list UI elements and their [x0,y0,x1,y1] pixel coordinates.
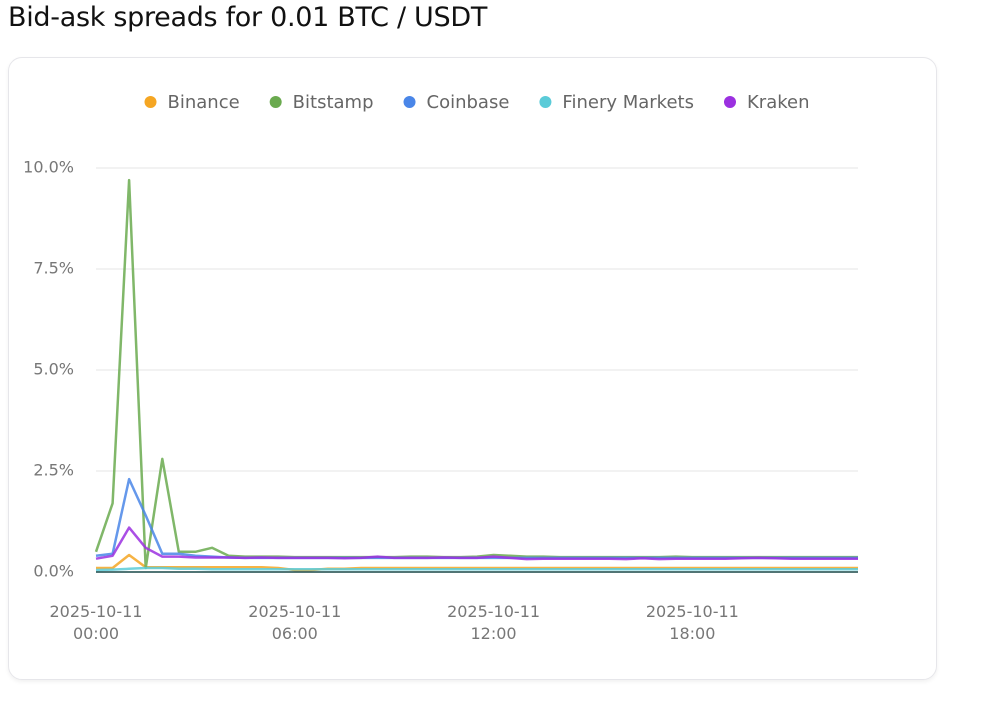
legend-marker [269,96,282,108]
legend-marker [144,96,157,108]
legend-label: Binance [168,92,240,113]
series-line [95,566,858,572]
x-tick-line: 00:00 [73,624,119,643]
legend-label: Coinbase [427,92,510,113]
legend-marker [403,96,416,108]
x-tick-line: 2025-10-11 [646,602,739,621]
x-tick-line: 12:00 [471,624,517,643]
x-tick-line: 2025-10-11 [447,602,540,621]
legend-label: Finery Markets [562,92,694,113]
legend-item: Coinbase [403,92,510,113]
x-tick-label: 2025-10-11 06:00 [248,602,341,643]
legend-label: Kraken [747,92,810,113]
x-tick-label: 2025-10-11 00:00 [50,602,143,643]
legend-item: Kraken [723,92,810,113]
y-tick-label: 2.5% [33,461,74,480]
x-tick-line: 06:00 [272,624,318,643]
y-tick-label: 7.5% [33,259,74,278]
series-line [95,526,858,561]
series-line [95,477,858,560]
legend-item: Binance [144,92,240,113]
legend-marker [539,96,552,108]
x-tick-label: 2025-10-11 12:00 [447,602,540,643]
chart-card [8,57,937,680]
legend-label: Bitstamp [293,92,374,113]
x-tick-line: 2025-10-11 [248,602,341,621]
legend-marker [723,96,736,108]
y-tick-label: 0.0% [33,562,74,581]
x-tick-line: 18:00 [669,624,715,643]
y-tick-label: 10.0% [23,158,74,177]
y-tick-label: 5.0% [33,360,74,379]
chart-title: Bid-ask spreads for 0.01 BTC / USDT [8,2,488,33]
series-line [94,178,858,570]
legend-item: Finery Markets [539,92,694,113]
legend-item: Bitstamp [269,92,374,113]
x-tick-label: 2025-10-11 18:00 [646,602,739,643]
x-tick-line: 2025-10-11 [50,602,143,621]
